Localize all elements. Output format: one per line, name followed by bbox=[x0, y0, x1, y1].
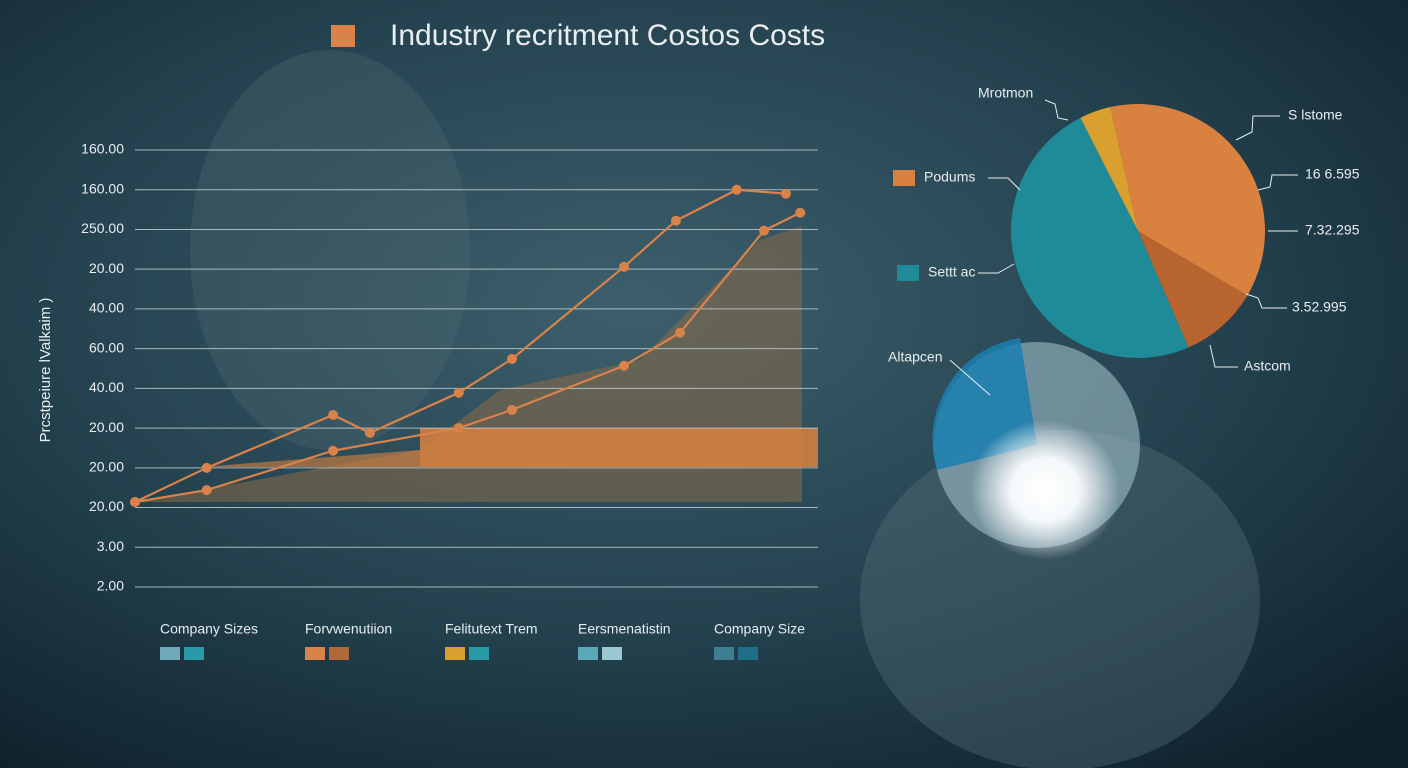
legend-swatch bbox=[184, 647, 204, 660]
leader-line bbox=[949, 359, 991, 396]
pie-slice bbox=[1110, 103, 1265, 296]
legend-swatch bbox=[578, 647, 598, 660]
legend-swatch bbox=[602, 647, 622, 660]
data-point bbox=[453, 423, 464, 434]
data-point bbox=[364, 427, 375, 438]
leader-line bbox=[1209, 344, 1238, 368]
pie-annotation: Mrotmon bbox=[978, 85, 1033, 101]
data-point bbox=[201, 485, 212, 496]
chart-title: Industry recritment Costos Costs bbox=[390, 19, 825, 52]
legend-swatch bbox=[445, 647, 465, 660]
data-point bbox=[731, 184, 742, 195]
legend-swatch bbox=[160, 647, 180, 660]
data-point bbox=[759, 225, 770, 236]
leader-line bbox=[988, 177, 1021, 191]
data-point bbox=[507, 353, 518, 364]
data-point bbox=[453, 387, 464, 398]
data-point bbox=[780, 188, 791, 199]
y-axis-label: Prcstpeiure lValkaim ) bbox=[37, 298, 54, 443]
data-point bbox=[328, 409, 339, 420]
line-series bbox=[134, 188, 786, 503]
legend-label: Company Sizes bbox=[160, 621, 258, 637]
pie-annotation: 3.52.995 bbox=[1292, 299, 1347, 315]
data-point bbox=[619, 261, 630, 272]
data-point bbox=[328, 445, 339, 456]
y-tick-label: 60.00 bbox=[89, 339, 124, 355]
leader-line bbox=[1235, 115, 1280, 141]
legend-swatch bbox=[893, 170, 915, 186]
legend-swatch bbox=[329, 647, 349, 660]
data-point bbox=[675, 327, 686, 338]
light-glow bbox=[970, 420, 1120, 560]
leader-line bbox=[1044, 99, 1069, 121]
y-tick-label: 20.00 bbox=[89, 260, 124, 276]
data-point bbox=[201, 462, 212, 473]
y-tick-label: 40.00 bbox=[89, 300, 124, 316]
pie-annotation: 16 6.595 bbox=[1305, 166, 1360, 182]
y-tick-label: 2.00 bbox=[97, 578, 124, 594]
pie-annotation: S lstome bbox=[1288, 107, 1343, 123]
data-point bbox=[619, 360, 630, 371]
legend-swatch bbox=[714, 647, 734, 660]
legend-label: Podums bbox=[924, 169, 975, 185]
y-tick-label: 250.00 bbox=[81, 220, 124, 236]
legend-label: Settt ac bbox=[928, 264, 975, 280]
y-tick-label: 20.00 bbox=[89, 498, 124, 514]
backdrop-hand bbox=[860, 430, 1260, 768]
leader-line bbox=[1257, 174, 1298, 191]
pie-slice bbox=[1138, 231, 1248, 348]
legend-swatch bbox=[305, 647, 325, 660]
y-tick-label: 160.00 bbox=[81, 141, 124, 157]
y-tick-label: 20.00 bbox=[89, 459, 124, 475]
legend-label: Eersmenatistin bbox=[578, 621, 671, 637]
data-point bbox=[507, 404, 518, 415]
inset-label: Altapcen bbox=[888, 349, 942, 365]
leader-line bbox=[978, 263, 1015, 274]
y-tick-label: 20.00 bbox=[89, 419, 124, 435]
legend-swatch bbox=[897, 265, 919, 281]
legend-swatch bbox=[469, 647, 489, 660]
data-point bbox=[130, 496, 140, 507]
y-tick-label: 3.00 bbox=[97, 538, 124, 554]
pie-annotation: Astcom bbox=[1244, 358, 1291, 374]
y-tick-label: 160.00 bbox=[81, 180, 124, 196]
legend-label: Company Size bbox=[714, 621, 805, 637]
y-tick-label: 40.00 bbox=[89, 379, 124, 395]
legend-label: Forvwenutiion bbox=[305, 621, 392, 637]
data-point bbox=[795, 207, 806, 218]
title-swatch bbox=[331, 25, 355, 47]
legend-label: Felitutext Trem bbox=[445, 621, 538, 637]
pie-slice bbox=[1011, 117, 1189, 359]
pie-slice bbox=[1080, 107, 1138, 231]
pie-annotation: 7.32.295 bbox=[1305, 222, 1360, 238]
backdrop-figure bbox=[190, 50, 470, 450]
data-point bbox=[670, 215, 681, 226]
legend-swatch bbox=[738, 647, 758, 660]
band-decoration bbox=[420, 428, 818, 467]
leader-line bbox=[1245, 293, 1287, 309]
